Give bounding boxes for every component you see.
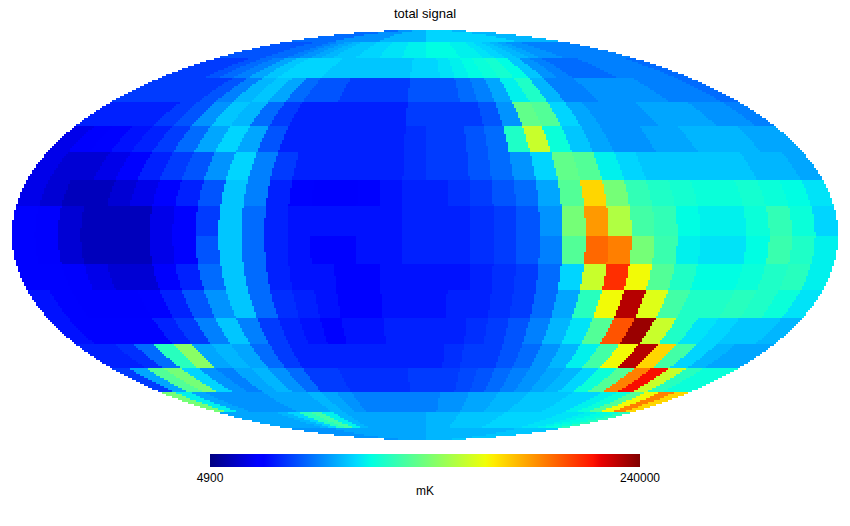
svg-text:total signal: total signal xyxy=(394,6,456,21)
svg-text:mK: mK xyxy=(416,484,434,498)
svg-text:240000: 240000 xyxy=(620,471,660,485)
svg-text:4900: 4900 xyxy=(197,471,224,485)
